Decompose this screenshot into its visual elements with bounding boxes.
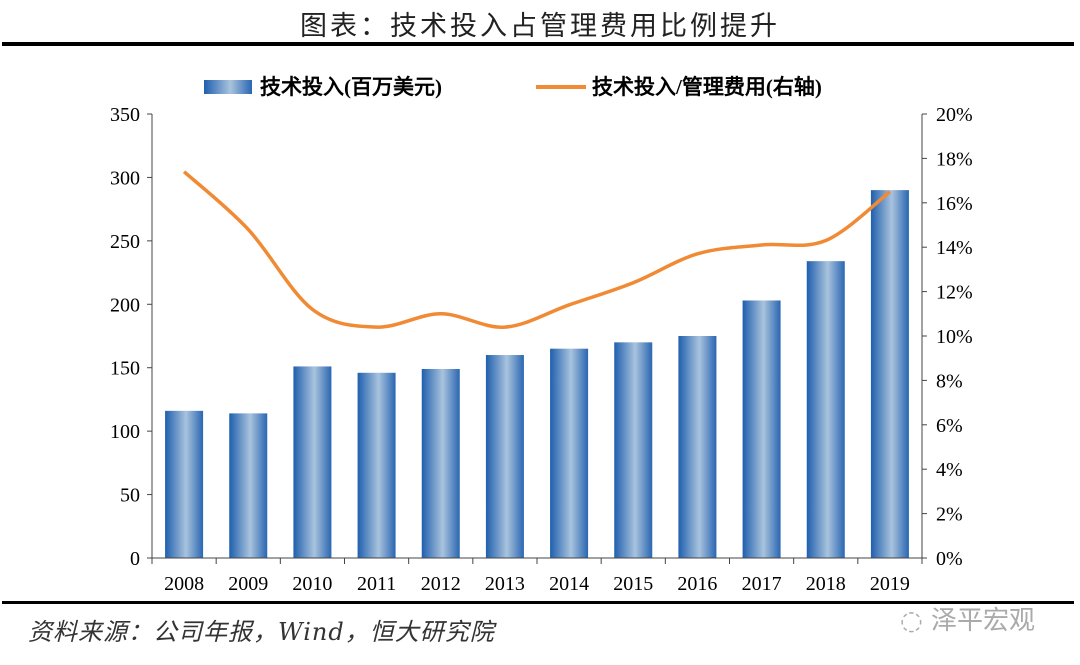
x-tick-label: 2017 [742,573,782,595]
bar-2013 [485,355,524,558]
right-tick-label: 16% [936,193,973,215]
legend: 技术投入(百万美元) 技术投入/管理费用(右轴) [204,75,822,99]
watermark-text: 泽平宏观 [930,606,1035,636]
bar-2016 [678,336,717,558]
left-tick-label: 100 [110,421,140,443]
left-tick-label: 350 [110,104,140,126]
bar-2015 [614,342,653,558]
bar-2019 [870,190,909,558]
legend-bar-label: 技术投入(百万美元) [260,75,442,99]
legend-bar-swatch [204,80,252,94]
right-tick-label: 6% [936,415,963,437]
watermark: ◌ 泽平宏观 [900,606,1035,636]
right-tick-label: 12% [936,282,973,304]
x-tick-label: 2019 [870,573,910,595]
x-tick-label: 2013 [485,573,525,595]
left-tick-label: 200 [110,294,140,316]
top-rule [2,42,1074,46]
bar-2017 [742,300,781,558]
bar-2010 [293,366,332,558]
chart-title: 图表：技术投入占管理费用比例提升 [300,11,780,42]
x-tick-label: 2014 [549,573,589,595]
x-tick-label: 2016 [677,573,717,595]
ratio-line [182,170,891,329]
right-tick-label: 0% [936,548,963,570]
x-tick-label: 2015 [613,573,653,595]
right-tick-label: 4% [936,459,963,481]
right-tick-label: 14% [936,237,973,259]
bar-2018 [806,261,845,558]
legend-line-label: 技术投入/管理费用(右轴) [592,75,822,99]
left-tick-label: 150 [110,358,140,380]
x-tick-label: 2008 [164,573,204,595]
source-note: 资料来源：公司年报，Wind，恒大研究院 [28,618,495,646]
left-tick-label: 250 [110,231,140,253]
right-tick-label: 2% [936,504,963,526]
bar-2011 [357,372,396,558]
bar-2012 [421,368,460,558]
right-tick-label: 8% [936,370,963,392]
right-tick-label: 18% [936,148,973,170]
x-tick-label: 2018 [806,573,846,595]
bottom-rule [2,601,1074,604]
left-tick-label: 0 [130,548,140,570]
x-tick-label: 2010 [292,573,332,595]
left-tick-label: 300 [110,167,140,189]
bar-2009 [229,413,268,558]
x-tick-label: 2009 [228,573,268,595]
right-tick-label: 20% [936,104,973,126]
x-tick-label: 2011 [357,573,396,595]
x-tick-label: 2012 [421,573,461,595]
bar-2014 [550,348,589,558]
left-tick-label: 50 [120,485,140,507]
right-tick-label: 10% [936,326,973,348]
bar-2008 [165,410,204,558]
